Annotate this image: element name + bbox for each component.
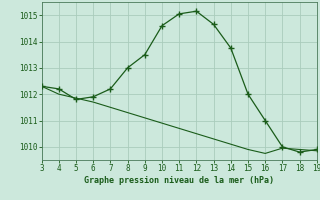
X-axis label: Graphe pression niveau de la mer (hPa): Graphe pression niveau de la mer (hPa) <box>84 176 274 185</box>
